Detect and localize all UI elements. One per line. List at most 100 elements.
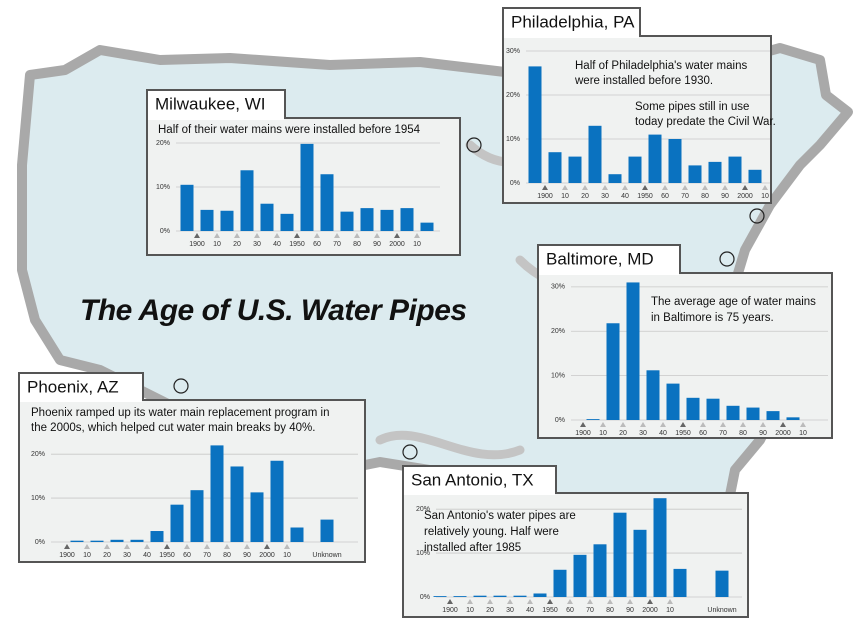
bar	[473, 595, 487, 597]
y-tick-label: 0%	[160, 228, 170, 235]
annotation: Half of Philadelphia's water mains	[575, 60, 747, 72]
x-tick-label: 1900	[537, 193, 553, 200]
bar	[593, 544, 607, 597]
bar	[608, 174, 622, 183]
y-tick-label: 10%	[551, 372, 565, 379]
annotation: installed after 1985	[424, 542, 521, 554]
panel-title: Baltimore, MD	[546, 249, 654, 268]
x-tick-label: 30	[123, 552, 131, 559]
bar	[270, 460, 284, 542]
x-tick-label: 2000	[642, 607, 658, 614]
x-tick-label: 10	[599, 430, 607, 437]
chart-panel: Baltimore, MD The average age of water ma…	[537, 244, 833, 439]
x-tick-label: 20	[581, 193, 589, 200]
x-tick-label: 90	[373, 241, 381, 248]
location-pins	[173, 137, 765, 460]
x-tick-label: 10	[466, 607, 474, 614]
annotation: today predate the Civil War.	[635, 116, 776, 128]
x-tick-label: 20	[619, 430, 627, 437]
y-tick-label: 20%	[506, 92, 520, 99]
tab-join	[404, 492, 555, 495]
y-tick-label: 0%	[420, 594, 430, 601]
bar	[400, 208, 414, 231]
x-tick-label: 2000	[259, 552, 275, 559]
tick-marker	[800, 422, 806, 427]
annotation: Half of their water mains were installed…	[158, 124, 421, 136]
tick-marker	[104, 544, 110, 549]
x-tick-label: 30	[601, 193, 609, 200]
x-tick-label: Unknown	[707, 607, 736, 614]
x-tick-label: 1900	[442, 607, 458, 614]
tick-marker	[762, 185, 768, 190]
bar	[290, 527, 304, 542]
annotation: the 2000s, which helped cut water main b…	[31, 422, 315, 434]
bar	[493, 595, 507, 597]
tick-marker	[124, 544, 130, 549]
x-tick-label: 1900	[59, 552, 75, 559]
bar	[548, 152, 562, 183]
x-tick-label: 70	[586, 607, 594, 614]
tick-marker	[294, 233, 300, 238]
tick-marker	[164, 544, 170, 549]
bar	[706, 398, 720, 420]
bar	[170, 504, 184, 542]
x-tick-label: 40	[526, 607, 534, 614]
x-tick-label: 90	[759, 430, 767, 437]
bar	[726, 405, 740, 420]
tick-marker	[274, 233, 280, 238]
bar	[260, 203, 274, 231]
x-tick-label: 60	[313, 241, 321, 248]
x-tick-label: 70	[719, 430, 727, 437]
bar	[588, 125, 602, 183]
tick-marker	[542, 185, 548, 190]
x-tick-label: 10	[83, 552, 91, 559]
x-tick-label: 80	[739, 430, 747, 437]
y-tick-label: 10%	[416, 550, 430, 557]
bar	[320, 174, 334, 231]
chart-panel: Philadelphia, PA Half of Philadelphia's w…	[502, 7, 776, 204]
main-title: The Age of U.S. Water Pipes	[80, 294, 467, 327]
x-tick-label: 10	[561, 193, 569, 200]
chart-panel: Milwaukee, WI Half of their water mains w…	[146, 89, 461, 256]
y-tick-label: 0%	[35, 539, 45, 546]
x-tick-label: 1950	[159, 552, 175, 559]
tick-marker	[394, 233, 400, 238]
x-tick-label: 60	[566, 607, 574, 614]
bar	[568, 156, 582, 183]
tick-marker	[414, 233, 420, 238]
bar	[90, 540, 104, 542]
tick-marker	[582, 185, 588, 190]
panel-box	[537, 272, 833, 439]
tick-marker	[642, 185, 648, 190]
bar	[668, 139, 682, 183]
tick-marker	[244, 544, 250, 549]
tick-marker	[662, 185, 668, 190]
y-tick-label: 20%	[416, 506, 430, 513]
x-tick-label: 2000	[737, 193, 753, 200]
x-tick-label: 40	[273, 241, 281, 248]
bar	[240, 170, 254, 231]
bar	[70, 540, 84, 542]
tab-join	[504, 35, 639, 38]
x-tick-label: 1950	[542, 607, 558, 614]
x-tick-label: 10	[666, 607, 674, 614]
annotation: Some pipes still in use	[635, 101, 749, 113]
tick-marker	[234, 233, 240, 238]
tick-marker	[447, 599, 453, 604]
tick-marker	[760, 422, 766, 427]
tick-marker	[667, 599, 673, 604]
x-tick-label: 40	[621, 193, 629, 200]
y-tick-label: 10%	[156, 184, 170, 191]
bar	[280, 213, 294, 231]
bar	[613, 512, 627, 597]
tick-marker	[627, 599, 633, 604]
tab-join	[539, 272, 679, 275]
x-tick-label: 10	[761, 193, 769, 200]
tick-marker	[354, 233, 360, 238]
bar	[360, 208, 374, 231]
bar	[746, 407, 760, 420]
panel-title: Phoenix, AZ	[27, 377, 119, 396]
bar	[230, 466, 244, 542]
tick-marker	[264, 544, 270, 549]
